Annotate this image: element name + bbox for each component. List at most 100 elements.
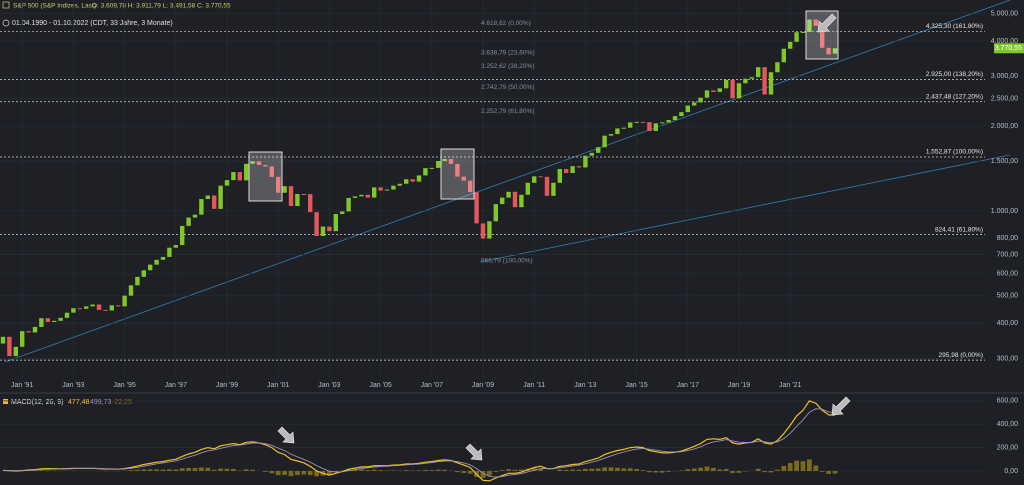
histogram-bar: [666, 470, 671, 472]
candle-body: [589, 152, 594, 156]
candle-body: [231, 172, 236, 181]
histogram-bar: [807, 459, 812, 471]
y-tick-label: 1.000,00: [991, 208, 1018, 215]
candle-body: [557, 168, 562, 183]
histogram-bar: [378, 470, 383, 471]
histogram-bar: [263, 470, 268, 472]
candle-body: [640, 121, 646, 123]
candle-body: [32, 326, 38, 333]
candle-body: [20, 331, 25, 347]
x-tick-label: Jan '97: [165, 382, 187, 389]
candle-body: [128, 285, 134, 296]
candle-body: [576, 166, 582, 168]
histogram-bar: [39, 470, 44, 471]
histogram-bar: [269, 470, 275, 474]
symbol-icon: [2, 1, 10, 9]
candle-body: [621, 127, 626, 129]
histogram-bar: [563, 469, 569, 471]
subtitle: 01.04.1990 - 01.10.2022 (CDT, 33 Jahre, …: [12, 20, 173, 27]
histogram-bar: [512, 469, 518, 471]
candle-body: [500, 197, 505, 205]
candle-body: [148, 264, 153, 271]
indicator-value: 499,73: [90, 399, 112, 406]
retracement-label: 3.638,79 (23,60%): [481, 49, 534, 56]
indicator-title: MACD(12, 26, 9): [11, 399, 64, 406]
candle-body: [404, 179, 409, 184]
candle-body: [551, 182, 556, 196]
x-tick-label: Jan '19: [728, 382, 750, 389]
histogram-bar: [627, 468, 633, 471]
candle-body: [378, 187, 383, 191]
histogram-bar: [819, 470, 825, 472]
candle-body: [90, 304, 95, 307]
y-tick-label: 700,00: [997, 251, 1019, 258]
histogram-bar: [768, 470, 774, 473]
candle-body: [314, 212, 319, 237]
y-tick-label: 0,00: [1004, 468, 1018, 475]
candle-body: [116, 305, 121, 307]
candle-body: [615, 128, 620, 135]
histogram-bar: [826, 470, 831, 474]
candle-body: [135, 276, 140, 286]
histogram-bar: [147, 469, 153, 471]
candle-body: [570, 166, 575, 174]
x-tick-label: Jan '09: [472, 382, 494, 389]
trend-line: [479, 154, 1011, 263]
histogram-bar: [704, 466, 710, 471]
histogram-bar: [711, 467, 716, 471]
y-tick-label: 400,00: [997, 421, 1019, 428]
histogram-bar: [723, 468, 729, 471]
candle-body: [820, 25, 825, 48]
histogram-bar: [179, 468, 185, 471]
candle-body: [263, 164, 268, 167]
candle-body: [173, 245, 178, 248]
candle-body: [800, 31, 806, 33]
candle-body: [327, 226, 332, 232]
histogram-bar: [531, 468, 537, 471]
annotations: [248, 10, 851, 461]
candle-body: [429, 167, 434, 169]
candle-body: [39, 318, 44, 327]
candle-body: [788, 41, 793, 49]
candle-body: [544, 176, 550, 196]
candle-body: [525, 182, 530, 195]
histogram-bar: [538, 468, 543, 471]
histogram-bar: [519, 469, 524, 471]
candle-body: [384, 189, 390, 191]
x-tick-label: Jan '91: [11, 382, 33, 389]
candle-body: [0, 336, 6, 344]
candle-body: [352, 196, 358, 198]
histogram-bar: [589, 468, 595, 471]
highlight-box: [248, 151, 283, 202]
histogram-bar: [352, 469, 358, 471]
histogram-bar: [403, 470, 409, 471]
histogram-bar: [167, 469, 172, 471]
histogram-bar: [455, 470, 460, 473]
candle-body: [160, 256, 166, 260]
candle-body: [455, 163, 460, 177]
histogram-bar: [346, 469, 351, 471]
candle-body: [397, 183, 402, 186]
histogram-bar: [717, 469, 723, 471]
histogram-bar: [634, 468, 639, 471]
candle-body: [653, 123, 658, 131]
histogram-bar: [243, 469, 249, 471]
histogram-bar: [506, 469, 511, 471]
histogram-bar: [288, 470, 294, 477]
histogram-bar: [615, 467, 620, 471]
y-tick-label: 200,00: [997, 444, 1019, 451]
candle-body: [794, 32, 799, 42]
y-tick-label: 500,00: [997, 293, 1019, 300]
candle-body: [480, 223, 486, 239]
histogram-bar: [327, 470, 332, 475]
histogram-bar: [608, 467, 614, 471]
candle-body: [52, 320, 57, 323]
candle-body: [813, 19, 818, 26]
histogram-bar: [141, 469, 147, 471]
histogram-bar: [128, 470, 134, 471]
histogram-bar: [250, 469, 255, 471]
x-tick-label: Jan '15: [625, 382, 647, 389]
indicator-value: 477,48: [68, 399, 90, 406]
histogram-bar: [205, 467, 211, 471]
retracement-label: 3.252,62 (38,20%): [481, 63, 534, 70]
